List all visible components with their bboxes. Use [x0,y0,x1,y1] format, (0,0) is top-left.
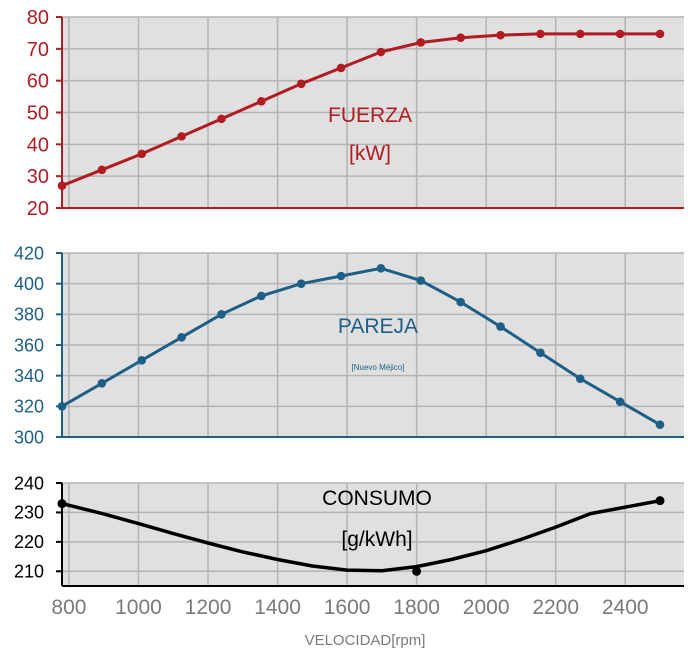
series-line [61,32,660,188]
data-point [57,402,67,411]
data-point [416,38,426,47]
y-tick-label: 230 [14,503,44,523]
y-tick-label: 300 [14,427,44,447]
data-point [536,29,545,39]
y-tick-label: 380 [14,305,44,325]
data-point [575,374,585,384]
y-tick-label: 240 [14,473,44,493]
data-point [416,276,426,285]
data-point [336,271,346,281]
series-line [61,498,661,573]
data-point [655,420,665,430]
series-line [61,266,661,426]
y-tick-label: 420 [14,243,44,263]
data-point [456,297,465,307]
x-tick-label: 800 [51,596,86,619]
x-tick-label: 1000 [115,596,162,619]
x-axis: 800 1000 1200 1400 1600 1800 2000 2200 2400 VELOC… [51,596,648,649]
y-tick-label: 30 [27,166,49,188]
y-tick-label: 60 [27,71,49,93]
panel-fuerza: 20 30 40 50 60 70 80 FUERZA [kW] [27,7,684,220]
data-point [536,348,545,357]
data-point [177,333,186,342]
data-point [615,397,625,407]
y-tick-label: 70 [27,39,49,61]
data-point [97,379,107,388]
data-point [97,165,107,175]
data-point [496,322,505,331]
y-tick-label: 50 [27,103,49,125]
data-point [376,47,386,57]
y-tick-label: 400 [14,274,44,294]
data-point [57,499,67,509]
panel-pareja: 300 320 340 360 380 400 420 PAREJA [Nuevo Méjico… [14,243,684,447]
data-point [496,30,505,40]
y-tick-label: 20 [27,198,49,220]
data-point [615,29,625,39]
data-point [257,291,266,301]
data-point [217,114,226,124]
series-unit: [g/kWh] [341,528,412,551]
data-point [575,29,585,39]
series-title: FUERZA [328,104,412,127]
x-tick-label: 1600 [324,596,371,619]
data-point [655,29,665,39]
x-tick-label: 1200 [185,596,232,619]
y-tick-label: 40 [27,134,49,156]
series-title: PAREJA [338,315,418,338]
x-tick-label: 1400 [254,596,301,619]
panel-consumo: 210 220 230 240 CONSUMO [g/kWh] [14,473,684,587]
y-tick-label: 320 [14,397,44,417]
data-point [57,181,67,191]
series-unit: [kW] [349,142,391,165]
data-point [257,97,266,106]
series-unit: [Nuevo Méjico] [352,363,405,372]
data-point [376,264,386,273]
data-point [296,279,306,288]
y-tick-label: 360 [14,335,44,355]
x-tick-label: 1800 [393,596,440,619]
data-point [137,149,147,159]
data-point [137,356,147,365]
y-tick-label: 80 [27,7,49,29]
y-tick-label: 210 [14,562,44,582]
x-tick-label: 2400 [602,596,649,619]
data-point [177,132,186,141]
x-tick-label: 2000 [463,596,510,619]
data-point [296,79,306,89]
data-point [412,566,422,576]
x-axis-label: VELOCIDAD[rpm] [305,632,426,649]
data-point [217,310,226,319]
x-tick-label: 2200 [532,596,579,619]
series-title: CONSUMO [322,487,432,510]
data-point [456,33,465,42]
data-point [336,63,346,73]
data-point [655,496,665,506]
y-tick-label: 340 [14,366,44,386]
y-tick-label: 220 [14,532,44,552]
